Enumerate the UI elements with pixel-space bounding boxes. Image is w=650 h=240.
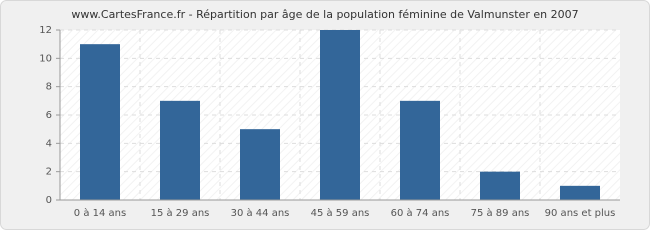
y-tick-label: 10 [39, 53, 52, 64]
x-tick-label: 60 à 74 ans [391, 207, 450, 219]
x-tick-label: 0 à 14 ans [74, 207, 126, 219]
y-tick-label: 2 [46, 167, 52, 178]
y-tick-label: 0 [46, 195, 52, 206]
y-tick-label: 12 [39, 25, 52, 36]
x-tick-label: 30 à 44 ans [231, 207, 290, 219]
bar [80, 44, 120, 200]
y-tick-label: 8 [46, 82, 52, 93]
bar [160, 100, 200, 200]
y-tick-label: 4 [46, 138, 52, 149]
x-tick-label: 45 à 59 ans [311, 207, 370, 219]
x-tick-label: 75 à 89 ans [471, 207, 530, 219]
bar [400, 100, 440, 200]
x-tick-label: 15 à 29 ans [151, 207, 210, 219]
bar [240, 129, 280, 200]
chart: www.CartesFrance.fr - Répartition par âg… [0, 0, 650, 230]
bar [560, 185, 600, 200]
x-tick-label: 90 ans et plus [545, 208, 616, 219]
y-tick-label: 6 [46, 110, 52, 121]
chart-title: www.CartesFrance.fr - Répartition par âg… [71, 8, 578, 21]
bar [320, 30, 360, 200]
bar [480, 171, 520, 200]
